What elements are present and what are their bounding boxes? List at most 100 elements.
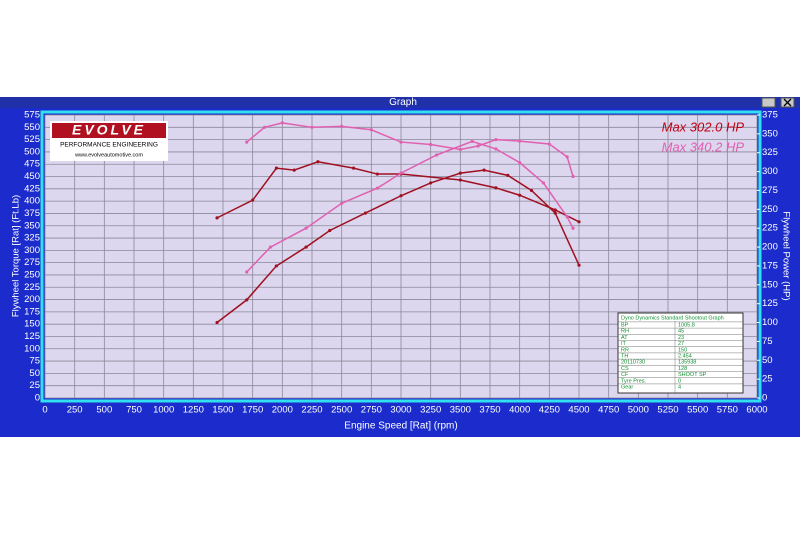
point xyxy=(340,124,344,128)
x-tick-label: 1000 xyxy=(153,405,174,416)
info-cell: RR xyxy=(621,347,629,353)
x-tick-label: 4000 xyxy=(509,405,530,416)
y-tick-label: 250 xyxy=(24,269,40,280)
y-tick-label: 25 xyxy=(29,380,40,391)
x-tick-label: 2250 xyxy=(301,405,322,416)
info-cell: Tyre Pres. xyxy=(621,378,647,384)
x-tick-label: 750 xyxy=(126,405,142,416)
point xyxy=(553,211,557,215)
y2-tick-label: 25 xyxy=(762,374,773,385)
x-tick-label: 3500 xyxy=(450,405,471,416)
y2-tick-label: 75 xyxy=(762,336,773,347)
y2-axis-label: Flywheel Power (HP) xyxy=(780,211,791,300)
y-tick-label: 400 xyxy=(24,196,40,207)
point xyxy=(547,142,551,146)
y2-tick-label: 375 xyxy=(762,110,778,121)
y2-tick-label: 250 xyxy=(762,204,778,215)
x-tick-label: 5250 xyxy=(657,405,678,416)
y2-tick-label: 50 xyxy=(762,355,773,366)
title-bar xyxy=(0,97,800,108)
info-cell: 1005.8 xyxy=(678,322,695,328)
y-tick-label: 500 xyxy=(24,146,40,157)
point xyxy=(251,198,255,202)
x-tick-label: 4250 xyxy=(539,405,560,416)
point xyxy=(215,320,219,325)
x-tick-label: 3250 xyxy=(420,405,441,416)
x-tick-label: 500 xyxy=(96,405,112,416)
info-cell: 27 xyxy=(678,341,684,347)
point xyxy=(215,216,219,220)
y2-tick-label: 275 xyxy=(762,185,778,196)
point xyxy=(351,166,356,170)
point xyxy=(292,168,296,172)
info-cell: BP xyxy=(621,322,629,328)
y2-tick-label: 225 xyxy=(762,223,778,234)
y2-tick-label: 200 xyxy=(762,242,778,253)
y2-tick-label: 300 xyxy=(762,166,778,177)
info-cell: RH xyxy=(621,329,629,335)
y2-tick-label: 350 xyxy=(762,128,778,139)
info-cell: 135938 xyxy=(678,360,696,366)
point xyxy=(245,270,249,274)
point xyxy=(328,228,332,233)
info-cell: SHOOT SP xyxy=(678,372,707,378)
info-cell: 23 xyxy=(678,335,684,341)
point xyxy=(429,181,433,185)
y-tick-label: 175 xyxy=(24,306,40,317)
logo-url: www.evolveautomotive.com xyxy=(74,152,143,158)
point xyxy=(304,245,308,249)
point xyxy=(458,178,462,182)
info-cell: 20110730 xyxy=(621,360,645,366)
y2-tick-label: 125 xyxy=(762,298,778,309)
y-tick-label: 475 xyxy=(24,159,40,170)
annotation: Max 340.2 HP xyxy=(662,139,745,154)
annotation: Max 302.0 HP xyxy=(662,119,745,134)
info-title: Dyno Dynamics Standard Shootout Graph xyxy=(621,315,724,321)
y-tick-label: 350 xyxy=(24,220,40,231)
y-tick-label: 225 xyxy=(24,282,40,293)
y-tick-label: 275 xyxy=(24,257,40,268)
x-tick-label: 5000 xyxy=(628,405,649,416)
info-cell: 150 xyxy=(678,347,687,353)
y-tick-label: 550 xyxy=(24,122,40,133)
point xyxy=(262,125,267,129)
x-tick-label: 3000 xyxy=(390,405,411,416)
point xyxy=(518,160,522,165)
logo-tagline: PERFORMANCE ENGINEERING xyxy=(60,142,158,149)
point xyxy=(363,211,367,215)
point xyxy=(375,172,379,176)
y-tick-label: 325 xyxy=(24,233,40,244)
point xyxy=(316,160,320,164)
x-tick-label: 2750 xyxy=(361,405,382,416)
y2-tick-label: 0 xyxy=(762,393,767,404)
x-tick-label: 2000 xyxy=(272,405,293,416)
info-cell: IT xyxy=(621,341,627,347)
info-cell: TH xyxy=(621,353,628,359)
point xyxy=(494,138,498,142)
point xyxy=(518,193,522,197)
point xyxy=(369,128,373,132)
y2-tick-label: 175 xyxy=(762,260,778,271)
restore-button[interactable] xyxy=(761,97,776,108)
point xyxy=(304,226,308,230)
logo-brand: EVOLVE xyxy=(72,122,146,138)
point xyxy=(458,147,462,152)
point xyxy=(268,245,273,249)
series-line xyxy=(216,169,580,324)
info-cell: CF xyxy=(621,372,629,378)
point xyxy=(274,264,278,268)
logo: EVOLVE PERFORMANCE ENGINEERING www.evolv… xyxy=(50,121,168,161)
x-tick-label: 250 xyxy=(67,405,83,416)
window-title: Graph xyxy=(389,97,417,108)
point xyxy=(494,147,498,151)
y-tick-label: 0 xyxy=(35,393,40,404)
point xyxy=(399,171,403,175)
x-axis-label: Engine Speed [Rat] (rpm) xyxy=(344,421,457,432)
x-tick-label: 6000 xyxy=(746,405,767,416)
y-tick-label: 525 xyxy=(24,134,40,145)
x-tick-label: 1750 xyxy=(242,405,263,416)
point xyxy=(340,201,344,205)
